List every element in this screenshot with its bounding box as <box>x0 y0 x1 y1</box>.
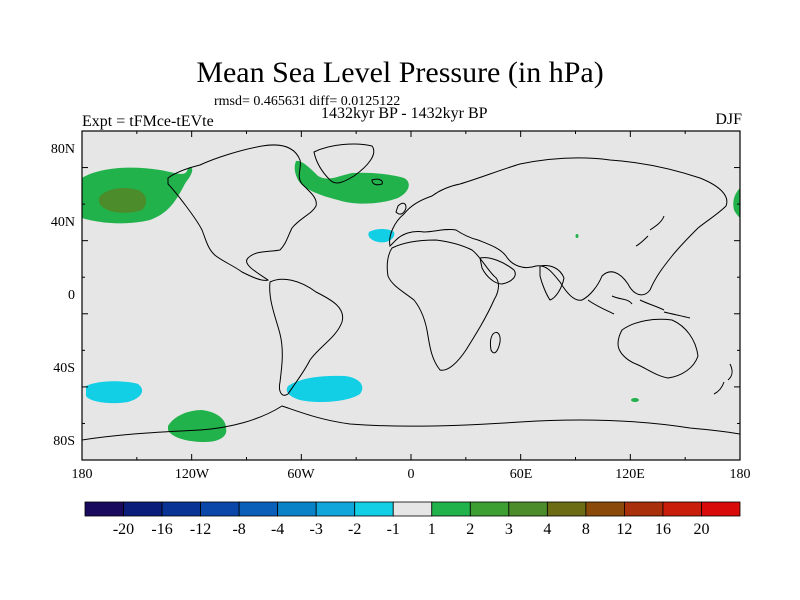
north-atlantic-positive <box>294 160 409 204</box>
lat-label-80n: 80N <box>50 142 75 157</box>
legend-swatch <box>123 501 163 517</box>
legend-level-label: 12 <box>616 521 633 538</box>
coast-japan <box>635 215 665 247</box>
coast-india <box>539 265 565 301</box>
coast-australia <box>617 318 699 379</box>
legend-swatch <box>546 501 587 517</box>
coast-africa <box>386 239 499 371</box>
legend-level-label: -4 <box>270 521 285 538</box>
lon-label-120e: 120E <box>615 467 645 482</box>
legend-swatch <box>315 501 356 517</box>
legend-level-label: 8 <box>581 521 590 538</box>
coast-south-america <box>269 278 344 396</box>
coast-arabia <box>479 257 516 285</box>
lat-label-0: 0 <box>68 288 75 303</box>
legend-swatch <box>84 501 124 517</box>
lat-label-40n: 40N <box>50 215 75 230</box>
lon-label-0: 0 <box>407 467 415 482</box>
legend-level-label: -1 <box>386 521 400 538</box>
small-patch-asia <box>575 234 579 238</box>
coast-eurasia <box>389 157 728 301</box>
lon-label-180e: 180 <box>729 467 751 482</box>
legend-swatch <box>701 501 741 517</box>
axis-ticks <box>81 130 741 461</box>
south-atlantic-negative <box>286 375 363 402</box>
lat-label-40s: 40S <box>53 361 75 376</box>
legend-level-label: 3 <box>504 521 513 538</box>
south-pacific-negative <box>86 381 143 404</box>
coast-iceland <box>371 178 383 186</box>
legend-swatch <box>161 501 201 517</box>
legend-swatch <box>277 501 317 517</box>
season-label: DJF <box>715 111 742 128</box>
legend-swatch <box>200 501 240 517</box>
map-background <box>82 131 740 460</box>
coast-antarctica <box>82 405 740 441</box>
lon-label-60e: 60E <box>509 467 533 482</box>
coast-north-america <box>167 144 317 281</box>
lat-label-80s: 80S <box>53 434 75 449</box>
legend-level-label: 20 <box>693 521 710 538</box>
east-atlantic-negative <box>368 229 395 243</box>
legend-level-label: -8 <box>232 521 246 538</box>
stats-line: rmsd= 0.465631 diff= 0.0125122 <box>214 94 401 109</box>
legend-level-label: 2 <box>466 521 475 538</box>
coast-indonesia <box>587 295 691 319</box>
legend-swatch <box>392 501 433 517</box>
coast-new-zealand <box>713 363 733 395</box>
coast-greenland <box>313 143 375 184</box>
antarctic-positive <box>168 410 227 442</box>
legend-swatch <box>624 501 664 517</box>
lon-label-60w: 60W <box>287 467 315 482</box>
legend-level-label: -3 <box>309 521 323 538</box>
far-east-positive <box>733 188 740 218</box>
period-label: 1432kyr BP - 1432kyr BP <box>321 105 488 122</box>
coast-madagascar <box>489 331 501 354</box>
legend-level-label: -16 <box>151 521 173 538</box>
legend-level-label: 1 <box>427 521 436 538</box>
legend-swatch <box>508 501 548 517</box>
map-title: Mean Sea Level Pressure (in hPa) <box>196 56 604 89</box>
legend-level-label: -2 <box>348 521 362 538</box>
legend-swatch <box>354 501 394 517</box>
legend-swatch <box>662 501 702 517</box>
legend-swatch <box>238 501 279 517</box>
lon-label-120w: 120W <box>174 467 210 482</box>
legend-level-label: -12 <box>189 521 212 538</box>
north-pacific-core <box>98 188 147 213</box>
legend-swatch <box>469 501 510 517</box>
coast-british-isles <box>395 202 407 215</box>
legend-swatch <box>431 501 471 517</box>
small-patch-south-indian <box>631 398 639 402</box>
lon-label-180w: 180 <box>71 467 93 482</box>
legend-swatch <box>585 501 625 517</box>
experiment-label: Expt = tFMce-tEVte <box>82 113 214 130</box>
legend-level-label: -20 <box>112 521 135 538</box>
legend-level-label: 16 <box>654 521 671 538</box>
legend-level-label: 4 <box>543 521 552 538</box>
